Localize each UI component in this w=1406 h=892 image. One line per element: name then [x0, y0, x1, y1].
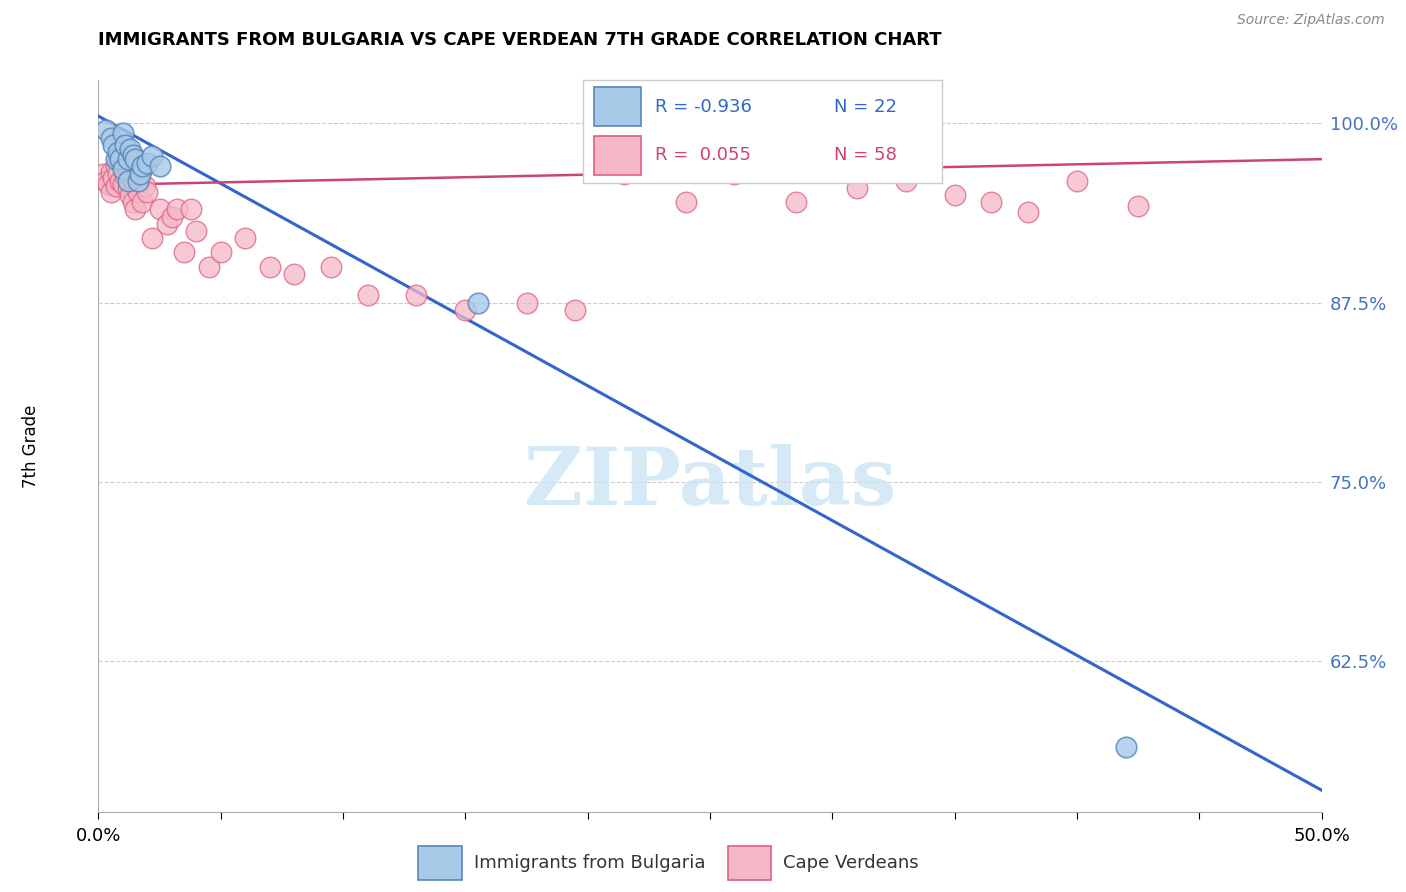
- Text: Cape Verdeans: Cape Verdeans: [783, 854, 920, 872]
- FancyBboxPatch shape: [728, 846, 770, 880]
- Point: [100, 185, 122, 199]
- Point: [943, 188, 966, 202]
- FancyBboxPatch shape: [419, 846, 461, 880]
- Point: [785, 195, 807, 210]
- Point: [160, 210, 183, 224]
- Point: [723, 167, 745, 181]
- Point: [117, 181, 139, 195]
- Point: [111, 177, 134, 191]
- Point: [104, 152, 127, 166]
- Text: R =  0.055: R = 0.055: [655, 146, 751, 164]
- Point: [117, 162, 139, 177]
- Point: [1017, 205, 1039, 219]
- Point: [129, 174, 152, 188]
- Point: [124, 177, 146, 191]
- Point: [121, 195, 143, 210]
- Point: [141, 231, 163, 245]
- Point: [141, 149, 163, 163]
- Point: [166, 202, 188, 217]
- Point: [121, 148, 143, 162]
- Text: 7th Grade: 7th Grade: [22, 404, 41, 488]
- Point: [467, 295, 489, 310]
- Point: [94, 123, 117, 137]
- Point: [894, 174, 917, 188]
- Point: [613, 167, 636, 181]
- Point: [454, 302, 477, 317]
- Point: [104, 179, 127, 194]
- Point: [114, 169, 136, 184]
- Point: [180, 202, 202, 217]
- Point: [117, 152, 139, 166]
- Point: [117, 174, 139, 188]
- Point: [259, 260, 281, 274]
- Point: [564, 302, 586, 317]
- Point: [156, 217, 179, 231]
- FancyBboxPatch shape: [595, 87, 641, 127]
- Point: [675, 195, 697, 210]
- Point: [149, 202, 172, 217]
- Point: [97, 177, 120, 191]
- Point: [120, 142, 142, 156]
- Point: [127, 185, 149, 199]
- Point: [131, 195, 153, 210]
- Point: [319, 260, 342, 274]
- Point: [101, 137, 124, 152]
- Point: [149, 159, 172, 173]
- Point: [100, 130, 122, 145]
- Point: [91, 167, 114, 181]
- Point: [100, 165, 122, 179]
- Point: [127, 174, 149, 188]
- Text: R = -0.936: R = -0.936: [655, 98, 752, 116]
- Point: [107, 145, 129, 159]
- FancyBboxPatch shape: [595, 136, 641, 175]
- Point: [186, 224, 208, 238]
- Text: N = 22: N = 22: [834, 98, 897, 116]
- Point: [980, 195, 1002, 210]
- Point: [845, 181, 868, 195]
- Text: Immigrants from Bulgaria: Immigrants from Bulgaria: [474, 854, 706, 872]
- Text: N = 58: N = 58: [834, 146, 897, 164]
- Text: IMMIGRANTS FROM BULGARIA VS CAPE VERDEAN 7TH GRADE CORRELATION CHART: IMMIGRANTS FROM BULGARIA VS CAPE VERDEAN…: [98, 31, 942, 49]
- Point: [131, 159, 153, 173]
- Point: [120, 169, 142, 184]
- Text: Source: ZipAtlas.com: Source: ZipAtlas.com: [1237, 13, 1385, 28]
- Point: [107, 167, 129, 181]
- Point: [124, 202, 146, 217]
- Point: [111, 162, 134, 177]
- Point: [405, 288, 427, 302]
- Point: [121, 174, 143, 188]
- Point: [356, 288, 378, 302]
- Point: [1066, 174, 1088, 188]
- Point: [114, 156, 136, 170]
- Point: [173, 245, 195, 260]
- Point: [283, 267, 305, 281]
- Point: [131, 162, 153, 177]
- Point: [1115, 740, 1137, 755]
- Point: [1128, 199, 1150, 213]
- Point: [209, 245, 232, 260]
- Point: [94, 174, 117, 188]
- Point: [110, 152, 132, 166]
- Point: [110, 174, 132, 188]
- Point: [101, 170, 124, 185]
- Point: [515, 295, 537, 310]
- Text: ZIPatlas: ZIPatlas: [524, 443, 896, 522]
- Point: [134, 179, 156, 194]
- Point: [120, 188, 142, 202]
- Point: [114, 137, 136, 152]
- Point: [197, 260, 219, 274]
- Point: [233, 231, 256, 245]
- Point: [104, 159, 127, 173]
- Point: [136, 185, 159, 199]
- Point: [107, 152, 129, 166]
- Point: [136, 156, 159, 170]
- Point: [124, 152, 146, 166]
- Point: [111, 126, 134, 140]
- Point: [129, 167, 152, 181]
